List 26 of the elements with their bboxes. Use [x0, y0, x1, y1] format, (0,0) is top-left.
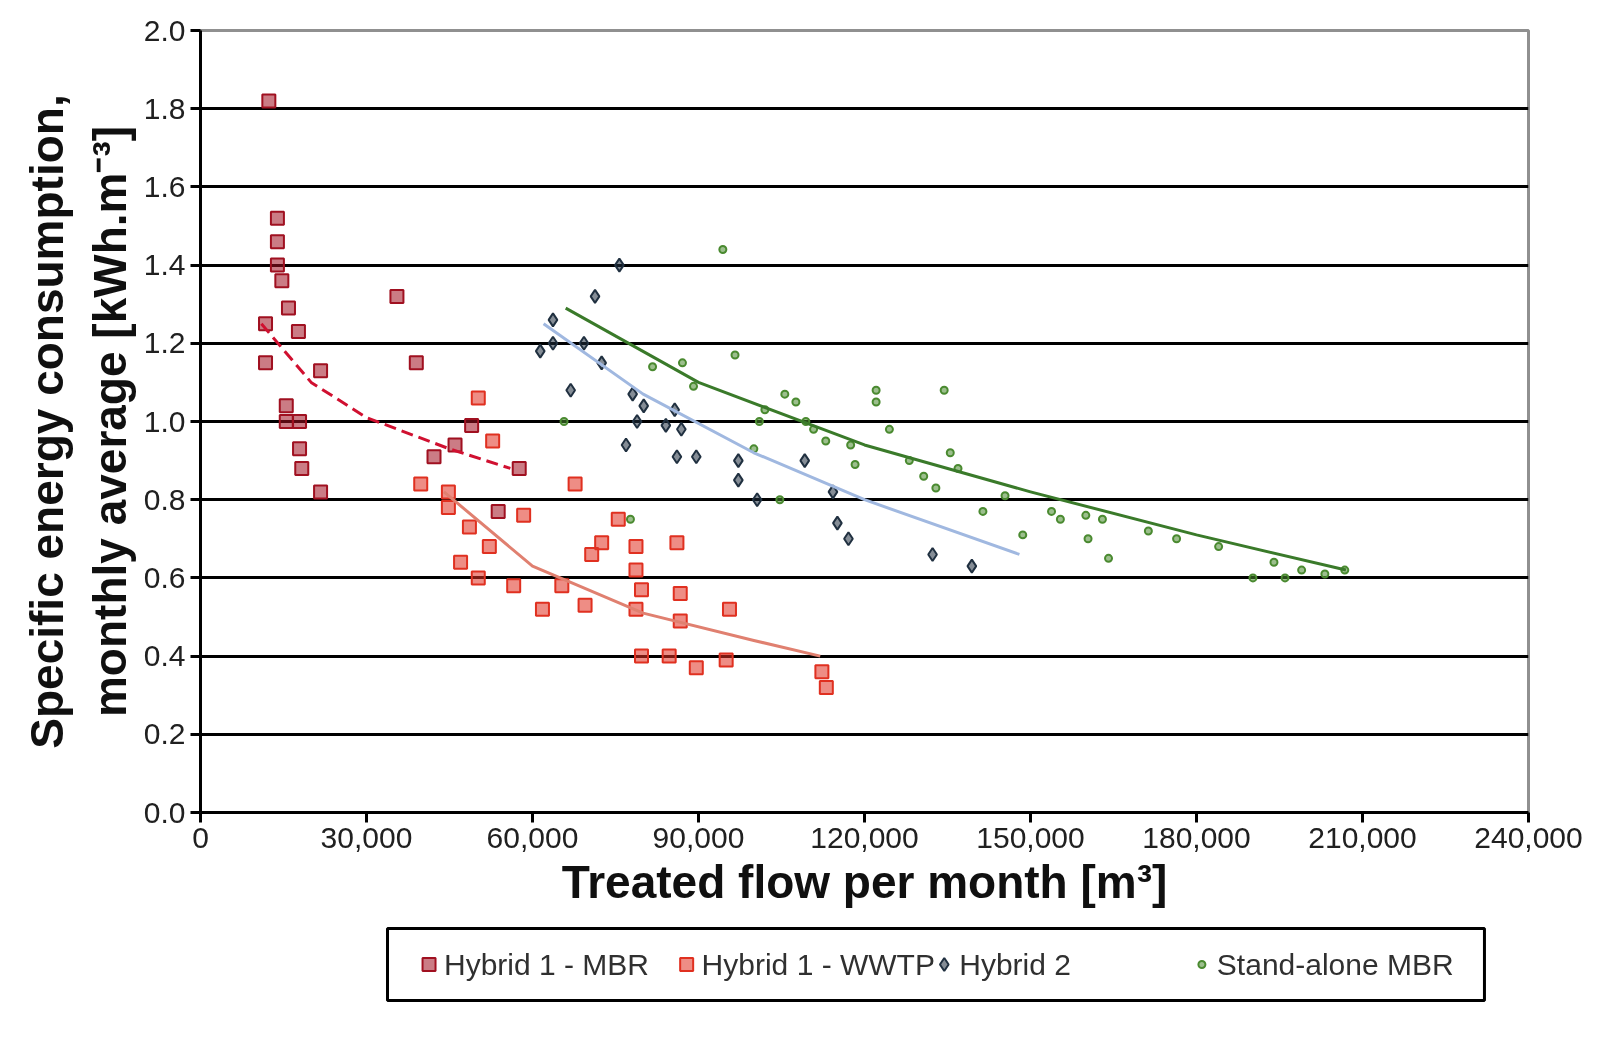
- y-tick-label: 0.4: [143, 639, 186, 673]
- x-tick-label: 180,000: [1142, 820, 1251, 854]
- x-tick-label: 30,000: [320, 820, 413, 854]
- legend-label: Hybrid 1 - MBR: [443, 948, 650, 981]
- y-tick-label: 1.2: [143, 326, 186, 360]
- x-tick-label: 0: [192, 820, 209, 854]
- x-tick-label: 60,000: [486, 820, 579, 854]
- y-tick-label: 0.0: [143, 795, 186, 829]
- y-axis-title: Specific energy consumption, monthly average [kWh.m⁻³]: [21, 94, 136, 749]
- x-tick-label: 210,000: [1308, 820, 1417, 854]
- y-tick-label: 1.6: [143, 169, 186, 203]
- x-tick-label: 150,000: [976, 820, 1085, 854]
- y-tick-label: 1.8: [143, 91, 186, 125]
- y-tick-label: 0.6: [143, 560, 186, 594]
- y-tick-label: 0.2: [143, 717, 186, 751]
- y-tick-label: 1.0: [143, 404, 186, 438]
- legend-label: Hybrid 1 - WWTP: [701, 948, 935, 981]
- legend-label: Hybrid 2: [959, 948, 1071, 981]
- x-axis-title: Treated flow per month [m³]: [561, 855, 1168, 908]
- x-tick-label: 120,000: [810, 820, 919, 854]
- legend-label: Stand-alone MBR: [1216, 948, 1454, 981]
- x-tick-label: 240,000: [1474, 820, 1583, 854]
- y-tick-label: 2.0: [143, 13, 186, 47]
- x-tick-label: 90,000: [652, 820, 745, 854]
- y-tick-label: 0.8: [143, 482, 186, 516]
- y-tick-label: 1.4: [143, 248, 186, 282]
